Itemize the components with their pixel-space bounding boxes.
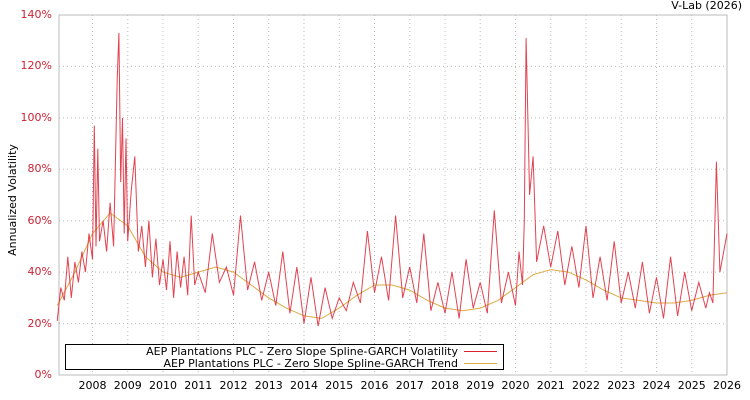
y-tick-label: 80% [27,162,52,176]
x-tick-label: 2019 [466,379,495,392]
x-tick-label: 2026 [713,379,741,392]
x-tick-label: 2021 [536,379,565,392]
x-tick-label: 2009 [113,379,142,392]
legend-item-volatility: AEP Plantations PLC - Zero Slope Spline-… [146,345,497,358]
x-tick-label: 2013 [254,379,283,392]
legend-swatch-gold [464,363,497,364]
y-tick-label: 100% [20,110,52,124]
x-tick-label: 2023 [607,379,636,392]
legend-item-trend: AEP Plantations PLC - Zero Slope Spline-… [164,357,497,370]
x-tick-label: 2016 [360,379,389,392]
x-tick-label: 2010 [148,379,177,392]
legend: AEP Plantations PLC - Zero Slope Spline-… [65,344,504,370]
x-tick-label: 2015 [325,379,354,392]
gridlines [59,15,728,375]
legend-label: AEP Plantations PLC - Zero Slope Spline-… [163,357,458,370]
y-tick-label: 20% [27,316,52,330]
x-tick-label: 2025 [677,379,706,392]
x-tick-label: 2011 [184,379,213,392]
x-tick-label: 2012 [219,379,248,392]
volatility-line [56,32,728,327]
y-tick-label: 0% [34,368,52,381]
x-tick-label: 2020 [501,379,530,392]
plot-frame [58,14,728,376]
x-tick-label: 2017 [395,379,424,392]
credit-label: V-Lab (2026) [671,0,742,12]
y-tick-label: 120% [20,59,52,73]
trend-line [56,212,728,319]
y-tick-label: 60% [27,213,52,227]
x-tick-label: 2022 [571,379,600,392]
legend-label: AEP Plantations PLC - Zero Slope Spline-… [146,345,458,358]
x-tick-label: 2018 [430,379,459,392]
y-tick-label: 40% [27,265,52,279]
y-axis-label: Annualized Volatility [6,144,19,256]
x-tick-label: 2008 [78,379,107,392]
x-tick-label: 2024 [642,379,671,392]
y-tick-label: 140% [20,8,52,21]
x-tick-label: 2014 [289,379,318,392]
legend-swatch-red [464,351,497,352]
